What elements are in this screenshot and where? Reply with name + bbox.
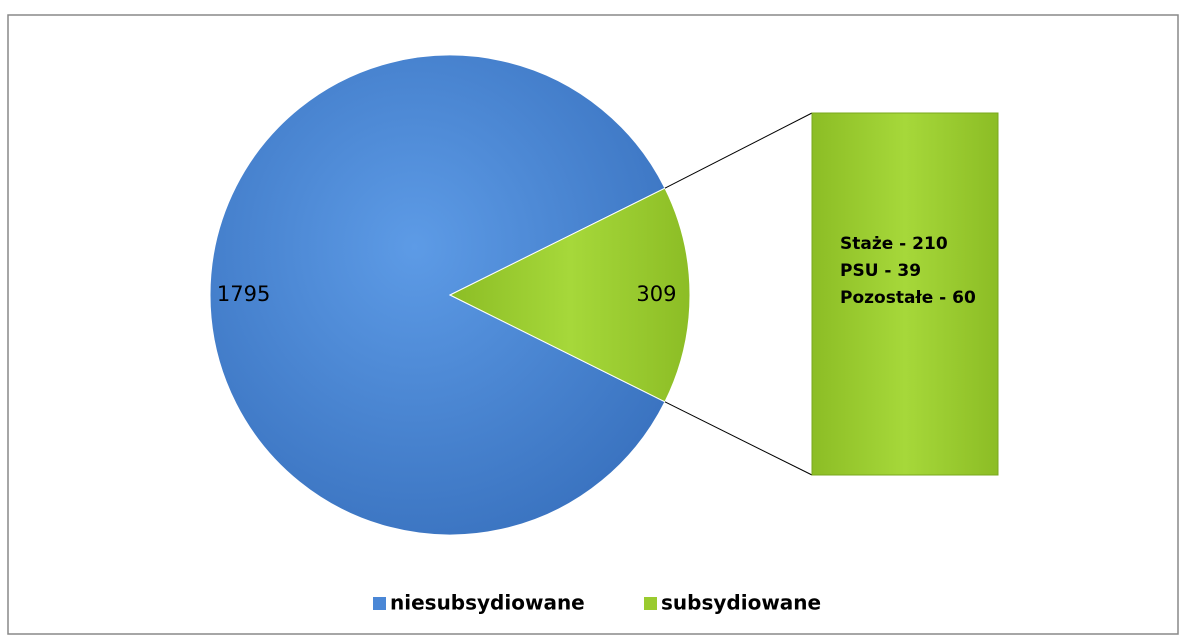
legend-swatch bbox=[644, 597, 657, 610]
data-label: 309 bbox=[636, 282, 676, 306]
breakdown-label: PSU - 39 bbox=[840, 261, 921, 281]
pie-slice bbox=[209, 54, 666, 536]
legend-label: subsydiowane bbox=[661, 591, 821, 615]
pie-slice bbox=[448, 187, 691, 403]
legend-label: niesubsydiowane bbox=[390, 591, 585, 615]
breakdown-label: Pozostałe - 60 bbox=[840, 288, 976, 308]
legend-swatch bbox=[373, 597, 386, 610]
data-label: 1795 bbox=[217, 282, 270, 306]
connector-line bbox=[664, 401, 813, 476]
connector-line bbox=[664, 112, 813, 189]
breakdown-bar bbox=[811, 112, 999, 476]
breakdown-label: Staże - 210 bbox=[840, 234, 948, 254]
